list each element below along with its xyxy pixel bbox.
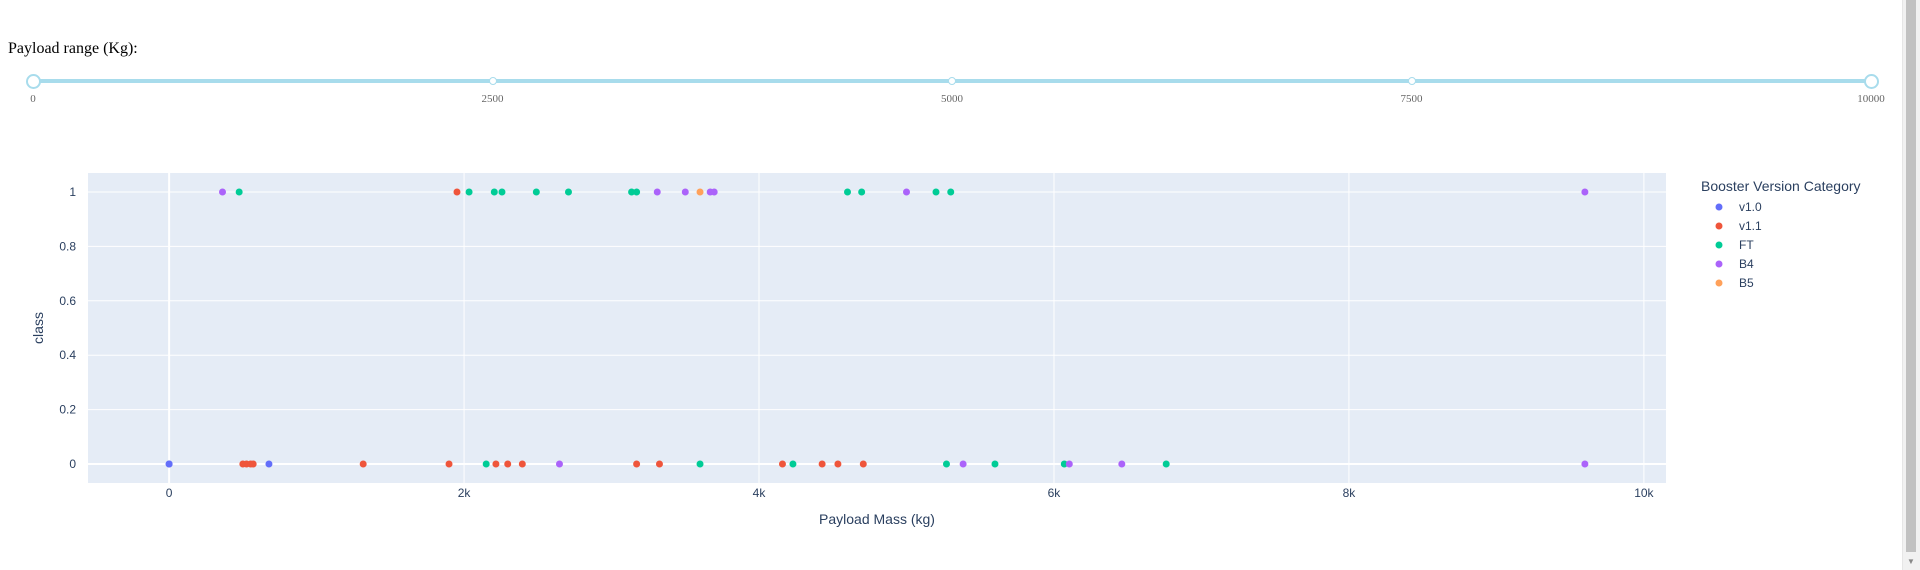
- slider-mark-dot[interactable]: [948, 77, 956, 85]
- data-point-ft: [564, 188, 572, 196]
- data-point-ft: [628, 188, 636, 196]
- legend-marker: [1715, 260, 1723, 268]
- data-point-b4: [1118, 460, 1126, 468]
- data-point-v1-1: [633, 460, 641, 468]
- vertical-scrollbar[interactable]: ▼: [1902, 0, 1920, 570]
- data-point-b4: [959, 460, 967, 468]
- data-point-v1-1: [818, 460, 826, 468]
- y-tick-label: 0.4: [59, 348, 76, 362]
- data-point-ft: [932, 188, 940, 196]
- slider-handle-high[interactable]: [1863, 74, 1879, 89]
- slider-mark-dot[interactable]: [488, 77, 497, 85]
- data-point-b4: [681, 188, 689, 196]
- data-point-ft: [532, 188, 540, 196]
- data-point-b4: [653, 188, 661, 196]
- data-point-ft: [482, 460, 490, 468]
- data-point-b4: [1065, 460, 1073, 468]
- slider-mark-label: 2500: [481, 93, 504, 105]
- data-point-b5: [696, 188, 704, 196]
- slider-handle-low[interactable]: [25, 74, 41, 89]
- data-point-ft: [633, 188, 641, 196]
- x-tick-label: 6k: [1048, 486, 1062, 500]
- legend-title: Booster Version Category: [1701, 178, 1861, 194]
- scroll-down-arrow-icon[interactable]: ▼: [1907, 557, 1915, 566]
- y-axis-title: class: [30, 312, 46, 344]
- data-point-ft: [235, 188, 243, 196]
- x-tick-label: 10k: [1634, 486, 1654, 500]
- y-tick-label: 0: [69, 457, 76, 471]
- data-point-v1-1: [504, 460, 512, 468]
- data-point-ft: [465, 188, 473, 196]
- data-point-ft: [1162, 460, 1170, 468]
- plot-background: [88, 173, 1666, 483]
- data-point-b4: [1581, 460, 1589, 468]
- data-point-v1-1: [834, 460, 842, 468]
- y-tick-label: 0.8: [59, 239, 76, 253]
- slider-mark-dot[interactable]: [1407, 77, 1416, 85]
- data-point-ft: [696, 460, 704, 468]
- legend-item-label: B4: [1739, 257, 1754, 271]
- data-point-b4: [555, 460, 563, 468]
- data-point-ft: [947, 188, 955, 196]
- x-axis-title: Payload Mass (kg): [819, 511, 935, 527]
- data-point-v1-1: [778, 460, 786, 468]
- slider-mark-label: 10000: [1857, 93, 1885, 105]
- data-point-v1-1: [445, 460, 453, 468]
- data-point-ft: [1060, 460, 1068, 468]
- data-point-b4: [218, 188, 226, 196]
- y-tick-label: 0.2: [59, 403, 76, 417]
- data-point-ft: [844, 188, 852, 196]
- slider-mark-label: 5000: [941, 93, 963, 105]
- payload-range-label: Payload range (Kg):: [8, 40, 138, 57]
- legend-marker: [1715, 203, 1723, 211]
- x-tick-label: 4k: [753, 486, 767, 500]
- data-point-v1-0: [165, 460, 173, 468]
- payload-range-slider[interactable]: 0 2500 5000 7500 10000: [25, 74, 1885, 105]
- data-point-v1-1: [518, 460, 526, 468]
- y-tick-label: 0.6: [59, 294, 76, 308]
- legend-marker: [1715, 279, 1723, 287]
- legend-item-label: B5: [1739, 276, 1754, 290]
- data-point-b4: [710, 188, 718, 196]
- x-tick-label: 8k: [1343, 486, 1357, 500]
- data-point-v1-0: [265, 460, 273, 468]
- data-point-b4: [1581, 188, 1589, 196]
- x-tick-label: 0: [166, 486, 173, 500]
- slider-mark-label: 7500: [1400, 93, 1423, 105]
- data-point-v1-1: [249, 460, 257, 468]
- data-point-ft: [789, 460, 797, 468]
- legend-item-label: FT: [1739, 238, 1754, 252]
- legend-item-label: v1.1: [1739, 219, 1762, 233]
- data-point-ft: [490, 188, 498, 196]
- data-point-ft: [858, 188, 866, 196]
- data-point-v1-1: [359, 460, 367, 468]
- scrollbar-thumb[interactable]: [1906, 0, 1916, 552]
- data-point-ft: [498, 188, 506, 196]
- legend-marker: [1715, 241, 1723, 249]
- legend-item-label: v1.0: [1739, 200, 1762, 214]
- data-point-v1-1: [859, 460, 867, 468]
- data-point-ft: [991, 460, 999, 468]
- slider-mark-label: 0: [30, 93, 36, 105]
- data-point-v1-1: [453, 188, 461, 196]
- data-point-v1-1: [655, 460, 663, 468]
- payload-class-scatter-chart: 0 2k 4k 6k 8k 10k 0 0.2 0.4 0.6 0.8 1 Payload Mass (…: [30, 173, 1861, 527]
- data-point-b4: [902, 188, 910, 196]
- x-tick-label: 2k: [458, 486, 472, 500]
- data-point-v1-1: [492, 460, 500, 468]
- data-point-ft: [942, 460, 950, 468]
- y-tick-label: 1: [69, 185, 76, 199]
- legend-marker: [1715, 222, 1723, 230]
